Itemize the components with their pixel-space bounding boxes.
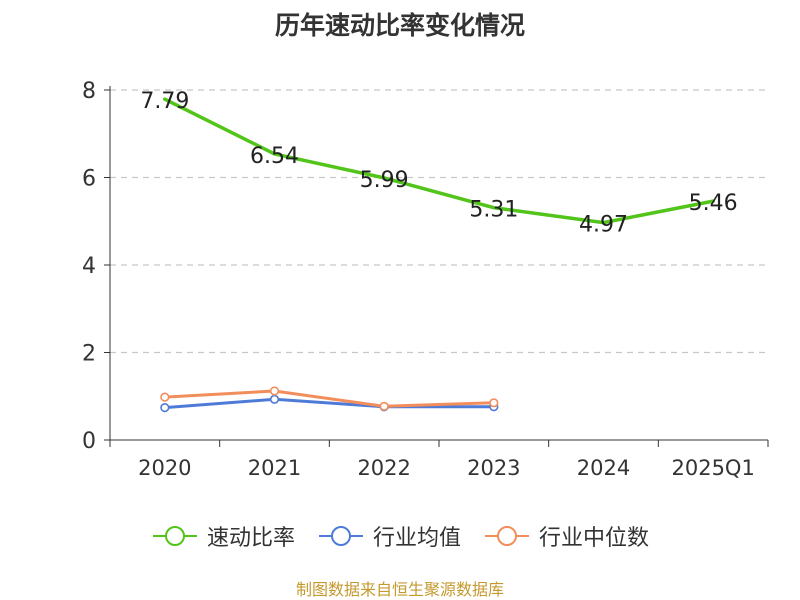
legend-label: 行业中位数 (539, 526, 650, 551)
legend-marker-icon (318, 526, 363, 546)
x-tick-label: 2021 (248, 456, 301, 480)
x-tick-label: 2020 (138, 456, 191, 480)
legend-item-series-0[interactable]: 速动比率 (151, 520, 295, 552)
data-point (160, 392, 170, 402)
legend-marker-icon (152, 526, 197, 546)
source-note: 制图数据来自恒生聚源数据库 (295, 580, 504, 599)
legend-marker-icon (485, 526, 529, 546)
x-tick-label: 2023 (467, 456, 520, 480)
data-label: 5.99 (360, 168, 409, 193)
legend-label: 行业均值 (372, 526, 461, 551)
x-tick-label: 2025Q1 (671, 456, 754, 480)
data-labels: 7.79 6.54 5.99 5.31 4.97 5.46 (140, 89, 737, 237)
y-tick-label: 2 (82, 342, 96, 367)
legend: 速动比率 行业均值 行业中位数 (0, 520, 800, 552)
legend-label: 速动比率 (206, 526, 295, 551)
data-point (160, 403, 170, 413)
y-tick-label: 4 (82, 254, 96, 279)
x-tick-label: 2024 (577, 456, 630, 480)
data-point (269, 394, 280, 404)
series-lines (160, 97, 715, 413)
series-line-2 (163, 389, 496, 408)
legend-item-series-2[interactable]: 行业中位数 (483, 520, 649, 552)
y-tick-label: 8 (82, 79, 96, 104)
series-line-0 (163, 97, 715, 225)
data-point (489, 398, 499, 408)
legend-item-series-1[interactable]: 行业均值 (317, 520, 461, 552)
axes: 0 2 4 6 8 2020 2021 2022 2023 2024 2025Q1 (82, 79, 769, 480)
series-line-1 (163, 397, 496, 410)
data-point (379, 401, 389, 411)
data-point (269, 386, 280, 396)
data-label: 7.79 (140, 89, 189, 114)
data-label: 6.54 (250, 144, 299, 169)
data-label: 4.97 (579, 213, 628, 238)
data-label: 5.46 (689, 191, 738, 216)
x-tick-label: 2022 (357, 456, 410, 480)
chart-title: 历年速动比率变化情况 (274, 11, 525, 40)
y-tick-label: 0 (82, 429, 96, 454)
grid-lines (110, 89, 768, 354)
y-tick-label: 6 (82, 167, 96, 192)
data-label: 5.31 (469, 198, 518, 223)
